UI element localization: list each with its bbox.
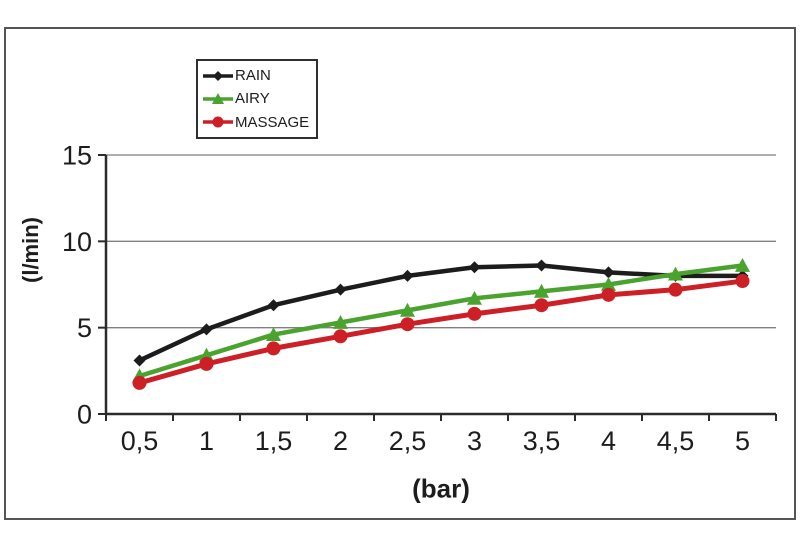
y-tick-label: 0 (77, 400, 92, 430)
massage-data-point-marker (199, 356, 214, 371)
legend: RAIN AIRY MASSAGE (196, 59, 318, 139)
massage-series-marker-icon (203, 114, 233, 130)
massage-data-point-marker (467, 306, 482, 321)
y-axis-title: (l/min) (18, 217, 43, 283)
airy-data-point-marker (601, 277, 616, 291)
x-tick-label: 5 (735, 426, 750, 456)
massage-data-point-marker (735, 274, 750, 289)
airy-data-point-marker (534, 283, 549, 298)
x-axis-title: (bar) (412, 473, 470, 504)
x-tick-label: 4 (601, 426, 616, 456)
rain-data-point-marker (401, 269, 414, 282)
airy-data-point-marker (668, 266, 683, 281)
legend-item-massage: MASSAGE (203, 114, 311, 131)
airy-series-marker-icon (203, 91, 233, 107)
massage-data-point-marker (333, 329, 348, 344)
rain-data-point-marker (133, 354, 146, 367)
rain-data-point-marker (267, 299, 280, 312)
legend-label-rain: RAIN (235, 67, 271, 85)
rain-data-point-marker (200, 323, 213, 336)
legend-label-airy: AIRY (235, 90, 270, 108)
airy-data-point-marker (735, 258, 750, 272)
legend-label-massage: MASSAGE (235, 113, 310, 131)
x-tick-label: 2 (333, 426, 348, 456)
massage-series-line (137, 278, 745, 386)
x-tick-label: 2,5 (389, 426, 427, 456)
airy-data-point-marker (400, 302, 415, 317)
x-tick-label: 4,5 (657, 426, 695, 456)
rain-data-point-marker (334, 283, 347, 296)
massage-data-point-marker (601, 287, 616, 302)
massage-data-point-marker (400, 317, 415, 332)
rain-data-point-marker (602, 266, 615, 279)
legend-item-rain: RAIN (203, 67, 311, 84)
rain-series-marker-icon (203, 68, 233, 84)
massage-data-point-marker (534, 298, 549, 313)
x-tick-label: 3,5 (523, 426, 561, 456)
x-tick-label: 3 (467, 426, 482, 456)
x-tick-label: 1 (199, 426, 214, 456)
airy-data-point-marker (266, 327, 281, 341)
y-tick-label: 5 (77, 313, 92, 343)
airy-series-line (137, 263, 745, 379)
massage-data-point-marker (668, 282, 683, 297)
massage-data-point-marker (266, 341, 281, 356)
rain-data-point-marker (468, 261, 481, 274)
rain-data-point-marker (535, 259, 548, 272)
y-tick-label: 10 (62, 227, 92, 257)
x-tick-label: 1,5 (255, 426, 293, 456)
y-tick-label: 15 (62, 141, 92, 171)
rain-series-line (137, 263, 745, 363)
legend-item-airy: AIRY (203, 90, 311, 107)
massage-data-point-marker (132, 375, 147, 390)
airy-data-point-marker (467, 290, 482, 305)
airy-data-point-marker (333, 314, 348, 329)
x-tick-label: 0,5 (121, 426, 159, 456)
